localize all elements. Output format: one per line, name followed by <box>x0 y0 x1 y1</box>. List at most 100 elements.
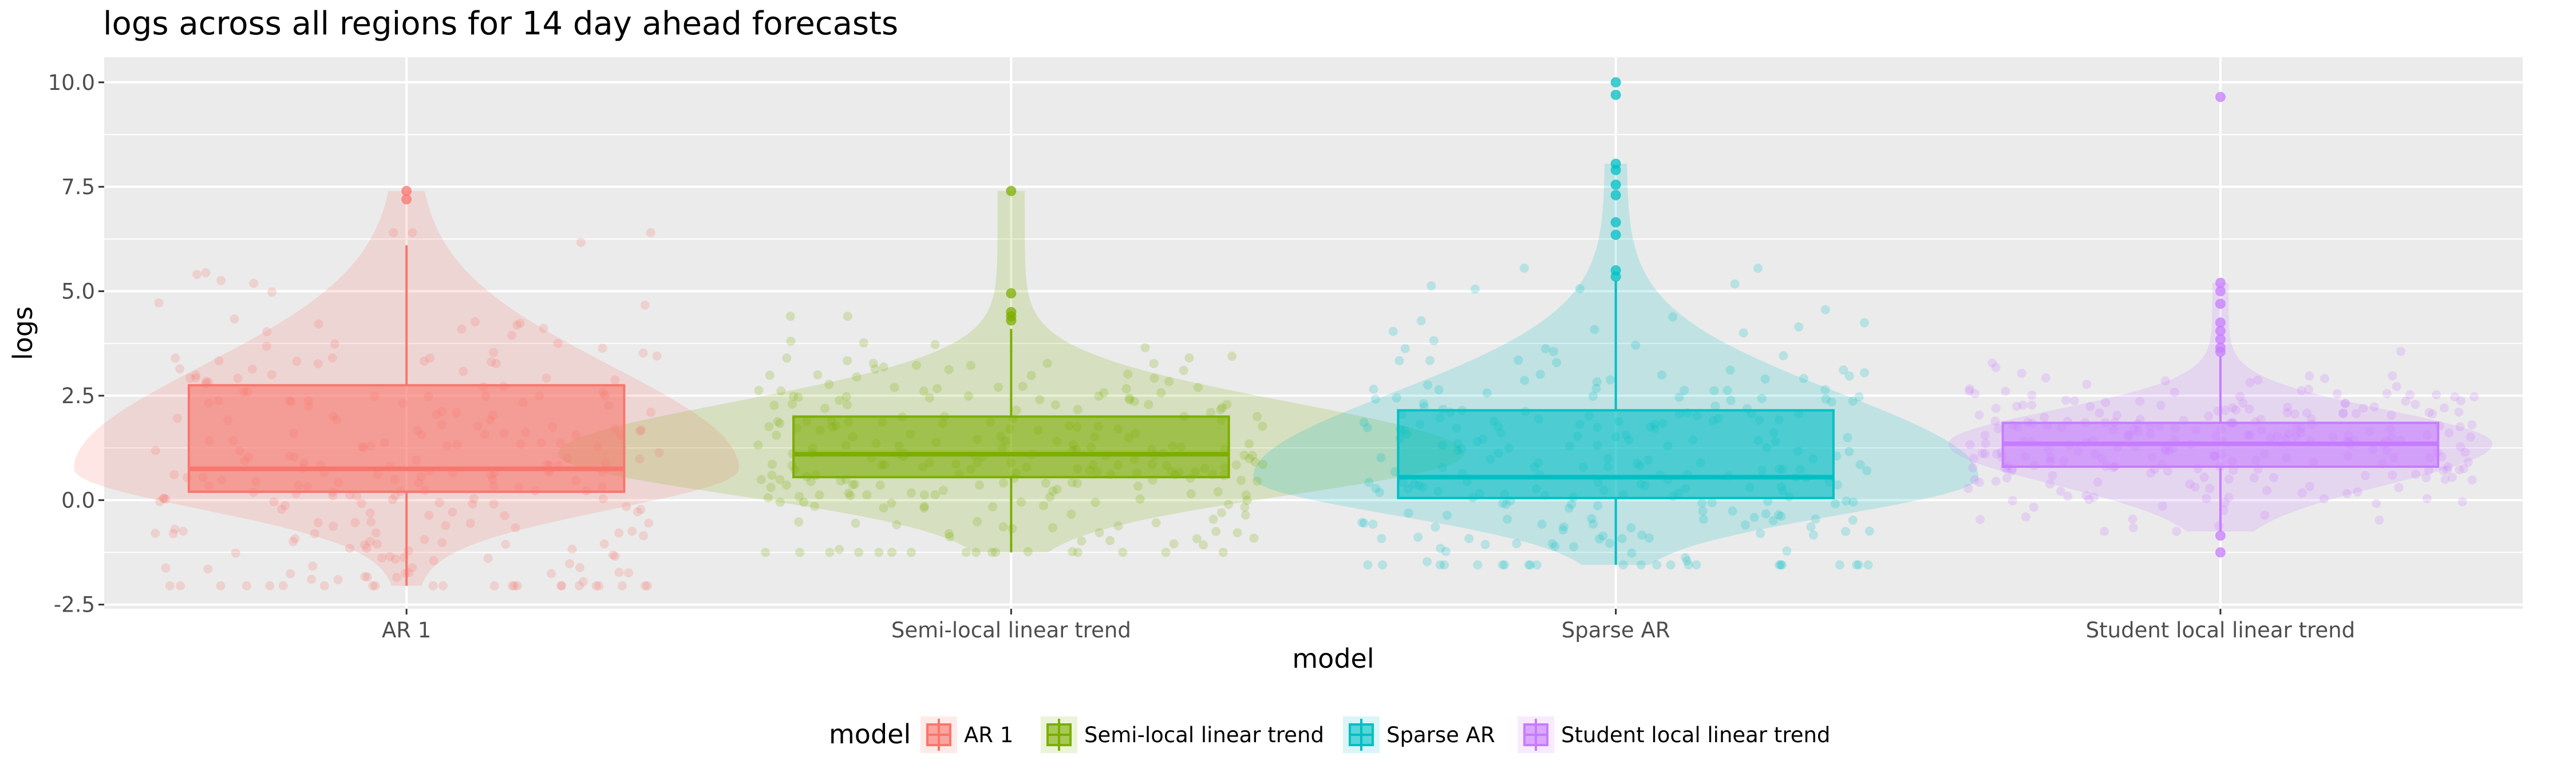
jitter-point <box>639 531 649 541</box>
jitter-point <box>2002 473 2012 483</box>
jitter-point <box>370 581 380 590</box>
jitter-point <box>810 502 819 511</box>
jitter-point <box>637 425 646 435</box>
jitter-point <box>794 517 804 527</box>
jitter-point <box>1431 522 1440 532</box>
jitter-point <box>1121 384 1131 393</box>
jitter-point <box>352 491 361 501</box>
jitter-point <box>919 490 929 500</box>
jitter-point <box>635 454 645 464</box>
jitter-point <box>911 360 921 370</box>
jitter-point <box>1498 498 1508 508</box>
jitter-point <box>841 392 851 401</box>
jitter-point <box>2214 521 2224 531</box>
jitter-point <box>793 392 803 402</box>
jitter-point <box>2458 497 2467 507</box>
jitter-point <box>319 581 329 590</box>
jitter-point <box>1681 553 1690 562</box>
jitter-point <box>933 384 942 393</box>
jitter-point <box>159 494 169 503</box>
jitter-point <box>390 554 400 564</box>
outlier-point <box>1610 265 1621 276</box>
jitter-point <box>756 475 766 484</box>
jitter-point <box>1118 547 1128 557</box>
jitter-point <box>1841 527 1850 536</box>
jitter-point <box>2269 472 2278 482</box>
jitter-point <box>944 529 954 538</box>
jitter-point <box>1423 380 1432 390</box>
jitter-point <box>1073 405 1082 415</box>
jitter-point <box>1026 371 1036 380</box>
jitter-point <box>2467 475 2477 485</box>
jitter-point <box>842 400 852 409</box>
jitter-point <box>870 364 880 374</box>
jitter-point <box>191 370 200 380</box>
jitter-point <box>1980 449 1990 459</box>
outlier-point <box>401 194 412 205</box>
jitter-point <box>644 518 654 528</box>
jitter-point <box>155 497 165 506</box>
jitter-point <box>2018 400 2028 410</box>
outlier-point <box>2215 334 2226 345</box>
jitter-point <box>1224 499 1234 509</box>
jitter-point <box>765 371 775 380</box>
jitter-point <box>420 535 429 545</box>
jitter-point <box>1211 527 1221 537</box>
jitter-point <box>1559 522 1568 531</box>
jitter-point <box>1550 542 1560 551</box>
jitter-point <box>2304 384 2314 394</box>
jitter-point <box>1156 388 1166 397</box>
jitter-point <box>1668 312 1678 322</box>
jitter-point <box>1370 394 1380 404</box>
jitter-point <box>890 383 899 392</box>
jitter-point <box>1218 547 1228 557</box>
jitter-point <box>772 431 781 440</box>
jitter-point <box>1105 535 1115 545</box>
jitter-point <box>469 494 479 503</box>
jitter-point <box>2443 465 2452 475</box>
jitter-point <box>2456 396 2466 405</box>
jitter-point <box>373 539 382 549</box>
jitter-point <box>154 298 164 308</box>
jitter-point <box>875 480 885 490</box>
jitter-point <box>214 356 224 366</box>
jitter-point <box>574 581 584 590</box>
jitter-point <box>1073 547 1082 557</box>
jitter-point <box>1520 376 1530 385</box>
jitter-point <box>1113 521 1123 531</box>
jitter-point <box>2095 408 2104 418</box>
jitter-point <box>201 268 211 278</box>
jitter-point <box>508 581 517 590</box>
jitter-point <box>1698 514 1708 524</box>
jitter-point <box>161 563 171 573</box>
jitter-point <box>919 503 929 513</box>
jitter-point <box>1848 515 1858 525</box>
jitter-point <box>1095 528 1104 538</box>
jitter-point <box>377 553 387 563</box>
jitter-point <box>371 528 381 538</box>
jitter-point <box>434 498 444 507</box>
jitter-point <box>1627 548 1637 558</box>
box-3 <box>1397 409 1835 499</box>
jitter-point <box>489 581 499 590</box>
jitter-point <box>2411 470 2421 479</box>
jitter-point <box>471 317 480 326</box>
x-tick-label: Sparse AR <box>1562 618 1670 643</box>
jitter-point <box>2061 395 2071 405</box>
outlier-point <box>2215 342 2226 353</box>
jitter-point <box>907 547 916 557</box>
jitter-point <box>362 543 372 553</box>
jitter-point <box>1730 279 1740 289</box>
jitter-point <box>203 564 213 574</box>
jitter-point <box>2283 403 2292 412</box>
jitter-point <box>1232 528 1242 538</box>
jitter-point <box>2029 502 2038 512</box>
jitter-point <box>1864 526 1874 536</box>
jitter-point <box>1537 519 1547 529</box>
jitter-point <box>1072 478 1082 488</box>
jitter-point <box>2374 515 2384 525</box>
jitter-point <box>2040 412 2049 422</box>
jitter-point <box>1970 475 1980 484</box>
jitter-point <box>1023 547 1033 557</box>
jitter-point <box>2340 399 2350 408</box>
